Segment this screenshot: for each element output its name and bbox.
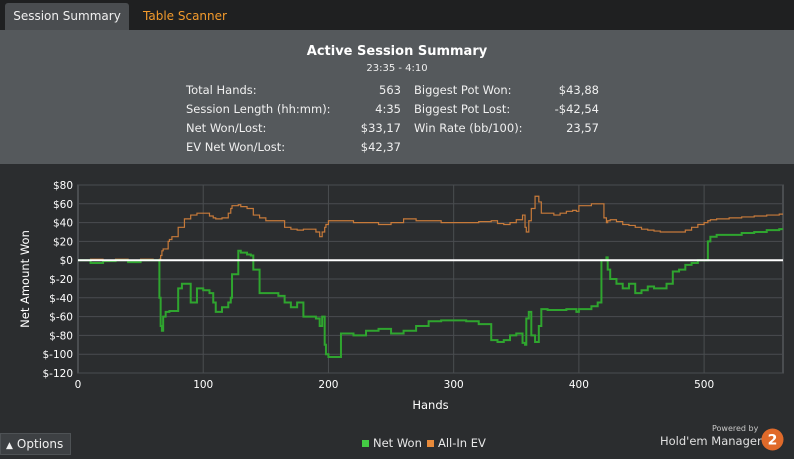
y-tick-label: $0 bbox=[60, 255, 73, 267]
y-axis-ticks: $80 $60 $40 $20 $0 $-20 $-40 $-60 $-80 $-100 $-120 bbox=[42, 180, 73, 380]
options-button[interactable]: ▲ Options bbox=[0, 433, 71, 455]
total-hands-value: 563 bbox=[379, 83, 401, 97]
options-label: Options bbox=[16, 437, 64, 451]
y-tick-label: $20 bbox=[53, 236, 73, 248]
chart-grid bbox=[77, 184, 784, 374]
win-rate-label: Win Rate (bb/100): bbox=[414, 121, 523, 135]
y-tick-label: $-20 bbox=[49, 274, 73, 286]
legend-all-in-ev-label: All-In EV bbox=[438, 436, 486, 450]
y-tick-label: $40 bbox=[53, 218, 73, 230]
legend-all-in-ev: All-In EV bbox=[427, 436, 486, 450]
session-length-value: 4:35 bbox=[375, 102, 401, 116]
biggest-pot-lost-value: -$42,54 bbox=[554, 102, 599, 116]
net-won-value: $33,17 bbox=[360, 121, 401, 135]
biggest-pot-lost-label: Biggest Pot Lost: bbox=[414, 102, 511, 116]
session-graph: $80 $60 $40 $20 $0 $-20 $-40 $-60 $-80 $-100 $-120… bbox=[18, 180, 784, 412]
hm2-logo-icon: 2 bbox=[761, 428, 784, 451]
tab-session-summary[interactable]: Session Summary bbox=[5, 3, 129, 30]
y-tick-label: $-100 bbox=[42, 349, 73, 361]
session-summary-panel: Active Session Summary 23:35 - 4:10 Tota… bbox=[0, 30, 794, 164]
chart-lines bbox=[78, 195, 783, 359]
chevron-up-icon: ▲ bbox=[6, 441, 13, 451]
y-tick-label: $-120 bbox=[42, 368, 73, 380]
x-tick-label: 500 bbox=[694, 379, 714, 391]
hm2-logo-version: 2 bbox=[768, 433, 778, 449]
chart-area: $80 $60 $40 $20 $0 $-20 $-40 $-60 $-80 $-100 $-120… bbox=[0, 164, 794, 455]
net-won-label: Net Won/Lost: bbox=[186, 121, 267, 135]
summary-title: Active Session Summary bbox=[306, 44, 488, 59]
brand-name: Hold'em Manager bbox=[660, 434, 762, 448]
all-in-ev-swatch bbox=[427, 440, 434, 447]
x-axis-ticks: 0 100 200 300 400 500 bbox=[75, 379, 714, 391]
all-in-ev-line bbox=[78, 195, 783, 261]
biggest-pot-won-label: Biggest Pot Won: bbox=[414, 83, 512, 97]
y-tick-label: $60 bbox=[53, 199, 73, 211]
x-tick-label: 0 bbox=[75, 379, 82, 391]
y-tick-label: $-40 bbox=[49, 293, 73, 305]
x-tick-label: 200 bbox=[318, 379, 338, 391]
ev-net-won-value: $42,37 bbox=[360, 140, 401, 154]
summary-time-range: 23:35 - 4:10 bbox=[366, 63, 428, 74]
tab-table-scanner[interactable]: Table Scanner bbox=[143, 9, 227, 23]
y-tick-label: $-60 bbox=[49, 312, 73, 324]
x-tick-label: 400 bbox=[569, 379, 589, 391]
legend-net-won-label: Net Won bbox=[373, 436, 422, 450]
y-axis-label: Net Amount Won bbox=[18, 230, 32, 328]
tab-bar: Session Summary Table Scanner bbox=[0, 0, 794, 30]
ev-net-won-label: EV Net Won/Lost: bbox=[186, 140, 286, 154]
total-hands-label: Total Hands: bbox=[186, 83, 257, 97]
powered-by-text: Powered by bbox=[712, 424, 759, 433]
net-won-swatch bbox=[362, 440, 369, 447]
x-tick-label: 100 bbox=[193, 379, 213, 391]
x-tick-label: 300 bbox=[444, 379, 464, 391]
legend-net-won: Net Won bbox=[362, 436, 422, 450]
y-tick-label: $80 bbox=[53, 180, 73, 192]
y-tick-label: $-80 bbox=[49, 330, 73, 342]
win-rate-value: 23,57 bbox=[566, 121, 599, 135]
biggest-pot-won-value: $43,88 bbox=[558, 83, 599, 97]
x-axis-label: Hands bbox=[412, 398, 448, 412]
net-won-line bbox=[78, 228, 783, 359]
session-length-label: Session Length (hh:mm): bbox=[186, 102, 331, 116]
